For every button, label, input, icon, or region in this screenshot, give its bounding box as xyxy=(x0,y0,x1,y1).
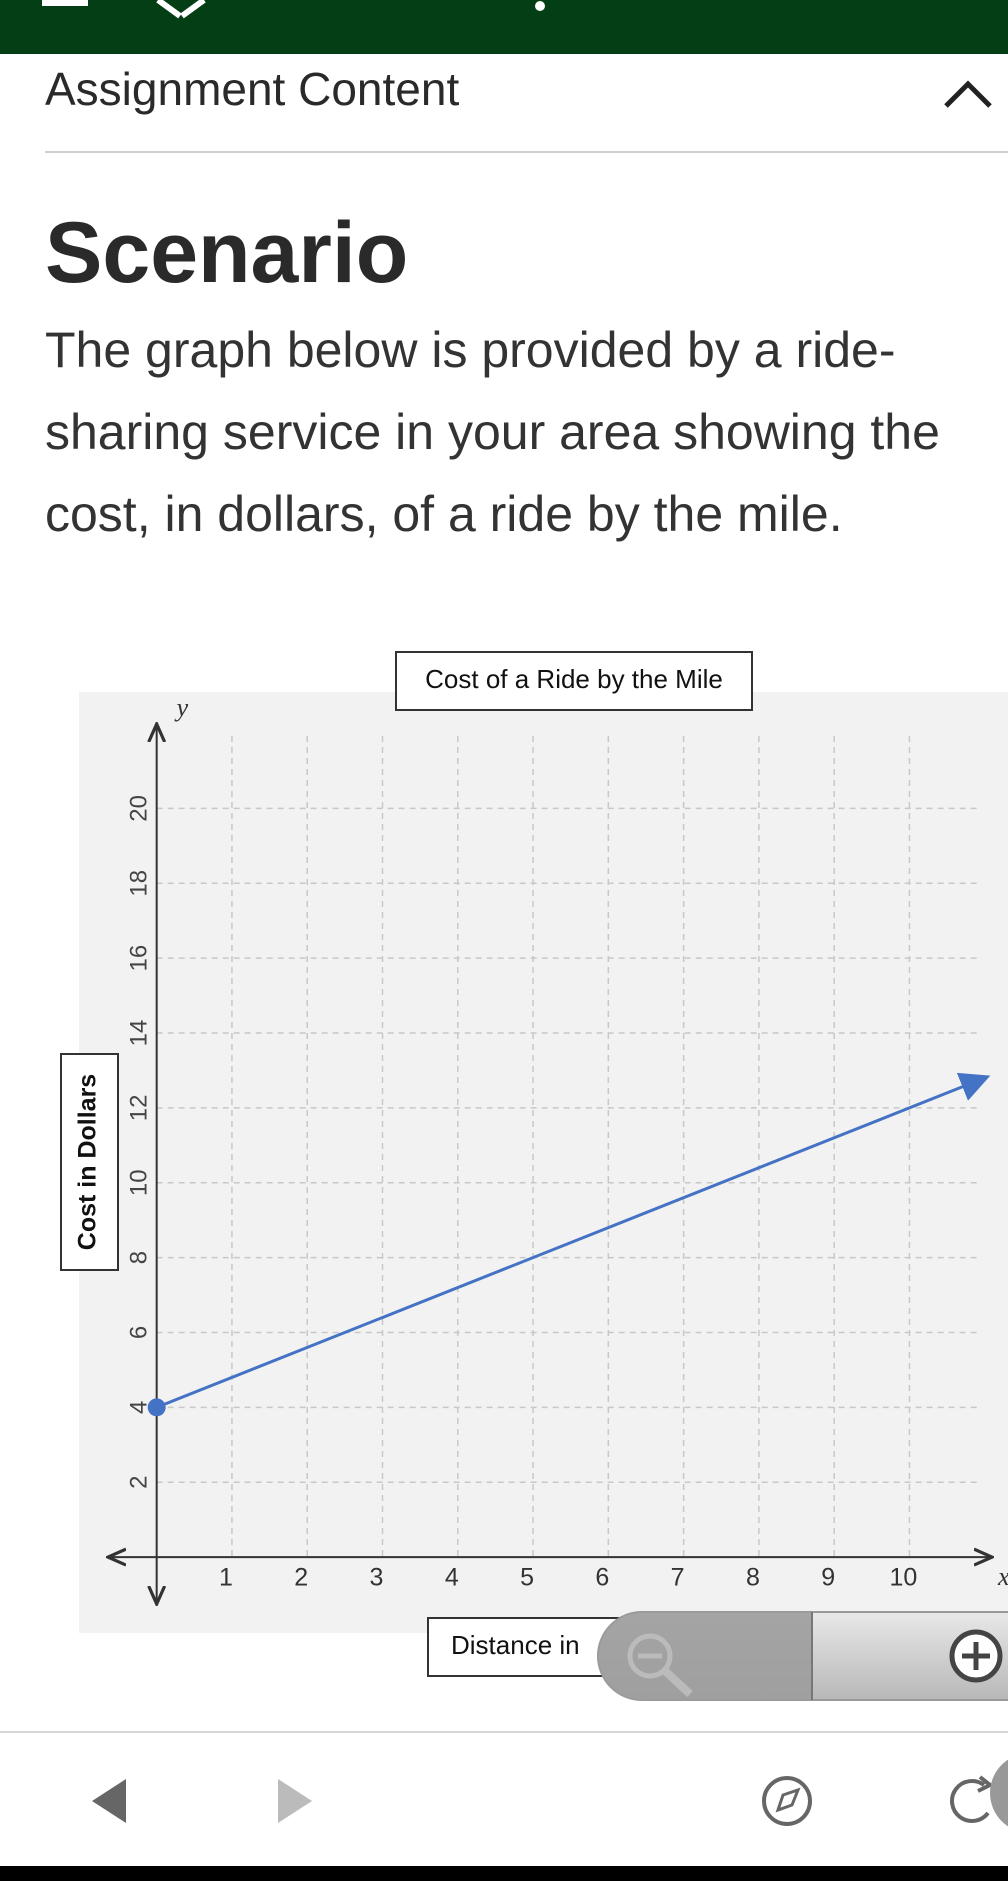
menu-icon[interactable] xyxy=(42,0,88,6)
y-tick-label: 18 xyxy=(125,870,152,897)
fab[interactable] xyxy=(990,1753,1008,1833)
x-axis-label: Distance in xyxy=(451,1630,580,1660)
y-tick-label: 6 xyxy=(125,1326,152,1339)
y-tick-label: 20 xyxy=(125,795,152,822)
x-tick-label: 3 xyxy=(370,1564,384,1592)
y-axis-symbol: y xyxy=(174,693,189,722)
x-tick-label: 4 xyxy=(445,1564,459,1592)
divider xyxy=(45,151,1008,153)
system-bar xyxy=(0,1866,1008,1881)
y-tick-label: 14 xyxy=(125,1020,152,1047)
reload-button[interactable] xyxy=(950,1775,994,1823)
y-tick-label: 2 xyxy=(125,1476,152,1489)
forward-button[interactable] xyxy=(278,1779,312,1823)
chart-title: Cost of a Ride by the Mile xyxy=(425,664,723,694)
x-tick-label: 10 xyxy=(890,1564,918,1592)
top-icons xyxy=(42,0,545,19)
x-tick-label: 9 xyxy=(821,1564,835,1592)
x-tick-label: 1 xyxy=(219,1564,233,1592)
y-label-box xyxy=(60,1053,119,1271)
browser-icons xyxy=(92,1753,1008,1833)
zoom-out-icon xyxy=(627,1633,673,1679)
x-tick-label: 2 xyxy=(294,1564,308,1592)
zoom-control[interactable] xyxy=(597,1611,1008,1701)
y-tick-label: 12 xyxy=(125,1094,152,1121)
y-tick-label: 8 xyxy=(125,1251,152,1264)
x-tick-label: 7 xyxy=(671,1564,685,1592)
browser-bar xyxy=(0,1731,1008,1868)
plot-background xyxy=(79,692,1008,1633)
y-axis-label: Cost in Dollars xyxy=(74,1074,102,1250)
line-series xyxy=(156,1072,991,1409)
close-icon[interactable] xyxy=(156,0,206,19)
collapse-icon[interactable] xyxy=(940,76,996,112)
x-tick-label: 6 xyxy=(595,1564,609,1592)
zoom-out-icon xyxy=(661,1667,693,1697)
y-tick-label: 4 xyxy=(125,1401,152,1414)
top-bar xyxy=(0,0,1008,54)
x-tick-label: 8 xyxy=(746,1564,760,1592)
paragraph: The graph below is provided by a ride-sh… xyxy=(45,322,940,542)
x-tick-label: 5 xyxy=(520,1564,534,1592)
back-button[interactable] xyxy=(92,1779,126,1823)
dot xyxy=(535,1,545,11)
x-axis-symbol: x xyxy=(997,1562,1008,1591)
y-tick-label: 10 xyxy=(125,1169,152,1196)
zoom-in-icon xyxy=(962,1642,990,1670)
section-title: Assignment Content xyxy=(45,63,460,115)
compass-button[interactable] xyxy=(762,1776,812,1826)
start-point xyxy=(147,1398,166,1417)
heading: Scenario xyxy=(45,205,409,301)
y-tick-label: 16 xyxy=(125,945,152,972)
title-box xyxy=(395,651,753,711)
chart: 246810121416182012345678910xyCost of a R… xyxy=(60,651,1008,1701)
